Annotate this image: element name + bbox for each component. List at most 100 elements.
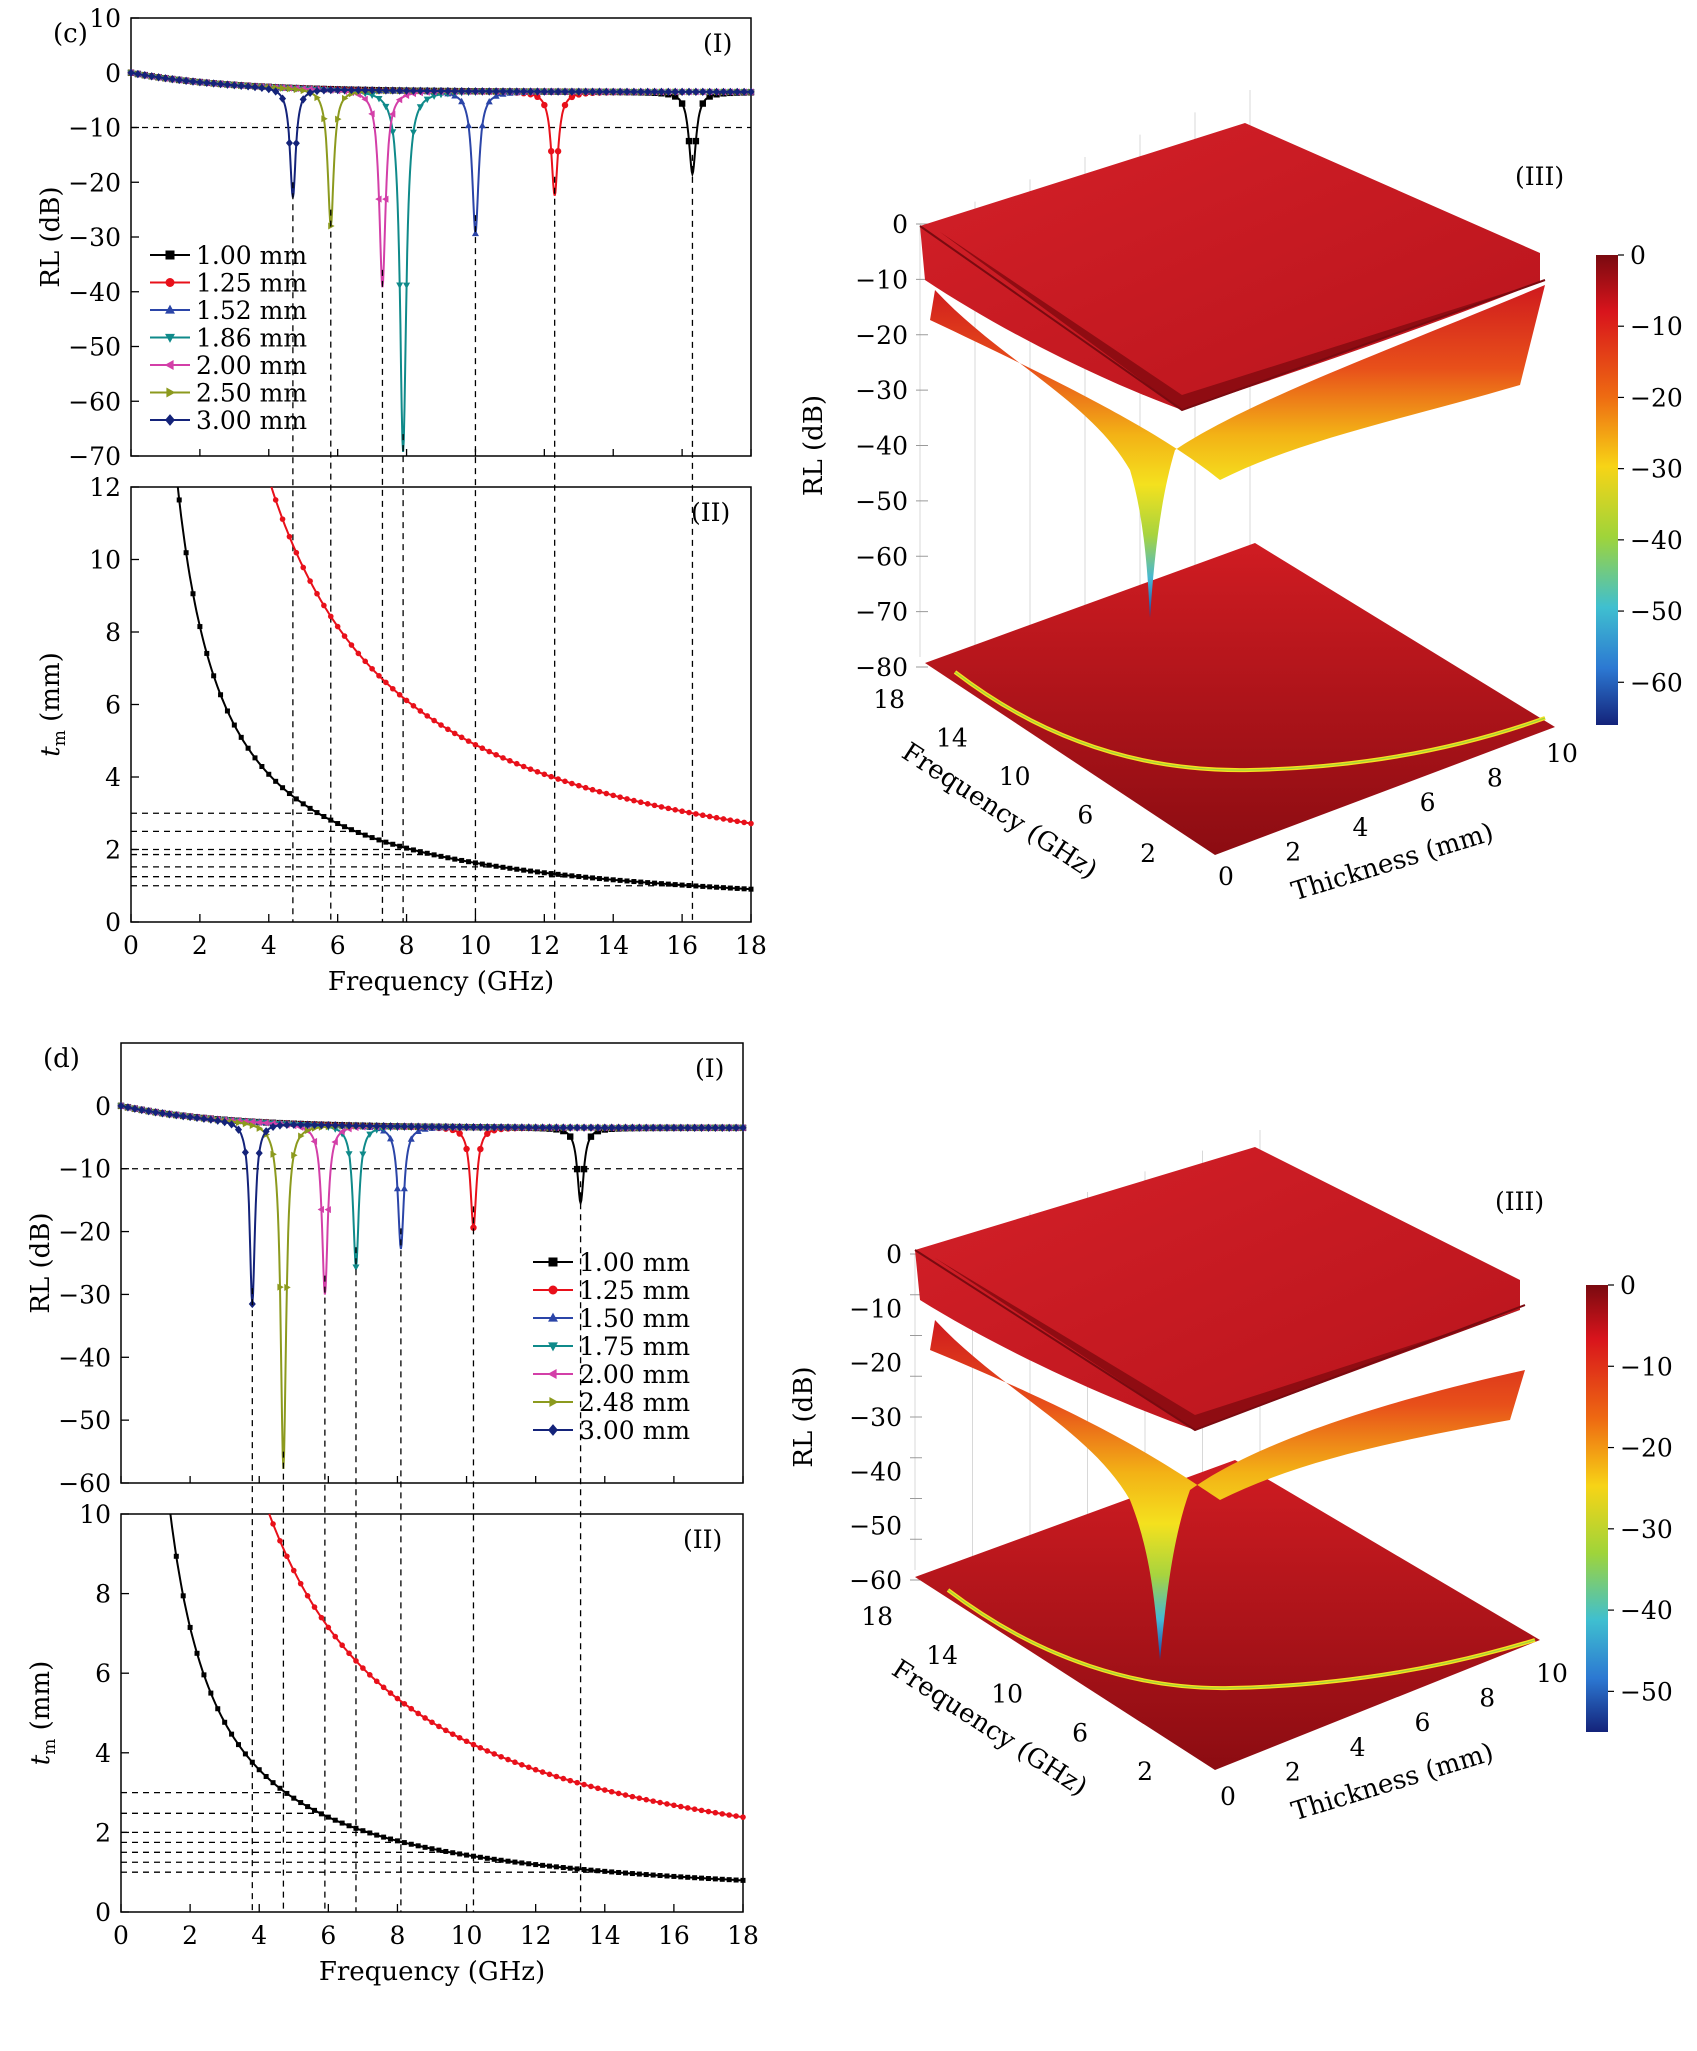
tm-point [410,703,417,709]
tm-point [284,1553,290,1560]
rl-series-point [141,71,149,80]
rl-series-point [739,1123,747,1132]
tm-point [208,1690,214,1696]
rl-series-point [463,1122,471,1132]
surface-ztick-label: −30 [849,1403,902,1432]
tm-point [383,839,389,845]
tm-xtick-label: 18 [727,1921,759,1950]
rl-series-point [272,87,280,96]
surface-ztick-label: 0 [886,1240,902,1269]
rl-series-point [670,1123,678,1132]
legend-marker [547,1369,557,1379]
tm-xtick-label: 0 [123,931,139,960]
rl-series-point [725,1123,733,1132]
tm-point [519,1762,525,1768]
tm-point [204,650,210,656]
rl-series-point [733,87,741,97]
tm-point [443,1727,449,1734]
rl-series-point [382,86,390,95]
rl-series-point [573,1123,581,1132]
rl-series-point [300,87,308,95]
tm-point [348,827,354,833]
tm-point [678,1874,684,1880]
rl-series-point [525,1123,533,1132]
rl-series-point [621,1123,630,1132]
colorbar-tick-label: −50 [1620,1677,1673,1706]
tm-point [424,850,430,856]
rl-series-point [706,93,713,100]
legend-entry: 1.00 mm [579,1248,690,1277]
tm-point [431,852,437,858]
tm-ytick-label: 4 [105,763,121,792]
rl-series-point [359,1151,367,1158]
rl-series-point [575,87,583,96]
tm-ytick-label: 8 [95,1580,111,1609]
tm-point [637,799,644,806]
tm-point [369,835,375,841]
tm-point [698,1807,705,1814]
tm-point [596,788,603,795]
rl-frame [120,1042,744,1484]
rl-subplot-label: (I) [703,29,732,58]
tm-point [238,734,244,740]
rl-series-point [366,1121,374,1131]
tm-point [548,871,554,877]
tm-point [286,533,293,540]
rl-series-point [403,86,411,95]
rl-series-point [368,92,376,100]
legend-marker [165,414,175,426]
surface-xtick-label: 4 [1352,813,1368,842]
tm-subplot: 0 2 4 6 8 10 0 2 4 6 8 10 12 14 16 18 (II) Frequency (GHz… [26,1500,759,1987]
rl-series-point [706,87,714,97]
legend-entry: 2.48 mm [579,1388,690,1417]
tm-point [507,865,513,871]
tm-point [588,1867,594,1873]
panel-0: (c)100−10−20−30−40−50−60−70(I)RL (dB) 1.0… [36,4,767,997]
rl-series-point [711,1123,719,1132]
tm-xtick-label: 10 [460,931,492,960]
rl-series-point [354,85,362,95]
tm-point [624,796,630,802]
tm-xtick-label: 14 [597,931,629,960]
rl-series-point [594,1123,602,1132]
rl-series-point [499,87,507,96]
tm-xtick-label: 18 [735,931,767,960]
tm-point [601,1787,608,1793]
tm-point [574,1866,580,1872]
rl-ytick-label: −10 [58,1155,111,1184]
tm-ytick-label: 6 [105,691,121,720]
tm-point [318,1614,325,1621]
tm-point [525,1764,532,1771]
rl-series-point [740,87,748,97]
tm-point [671,1873,677,1879]
rl-series-point [228,1120,236,1129]
rl-ytick-label: 10 [89,4,121,33]
surface-label: (III) [1515,162,1564,191]
rl-series-point [465,87,473,96]
tm-point [270,1521,276,1527]
rl-series-point [726,87,734,97]
tm-point [436,1847,442,1853]
rl-series-point [352,1121,360,1130]
tm-point [335,821,341,827]
rl-series-point [375,195,382,203]
tm-point [714,884,720,890]
tm-point [512,1759,518,1766]
surface-xtick-label: 10 [1546,739,1578,768]
rl-series-point [692,137,700,145]
tm-point [713,814,720,821]
tm-point [685,1874,691,1880]
rl-series-point [221,1117,229,1127]
tm-subplot: 0 2 4 6 8 10 12 0 2 4 6 8 10 12 14 16 18 (II) Frequency (G… [36,473,767,997]
rl-series-point [279,84,287,92]
legend-entry: 3.00 mm [579,1416,690,1445]
tm-point [479,745,486,752]
rl-series-point [193,1113,201,1123]
tm-point [720,885,726,891]
rl-series-point [566,1123,574,1132]
rl-series-point [223,80,231,89]
rl-series-point [595,87,603,96]
surface-0: (III) 0 −10 −20 −30 −40 −50 −60 −70 −80 RL (dB) 0 2 4… [799,90,1683,907]
tm-point [408,1841,414,1847]
rl-series-point [567,1133,574,1140]
